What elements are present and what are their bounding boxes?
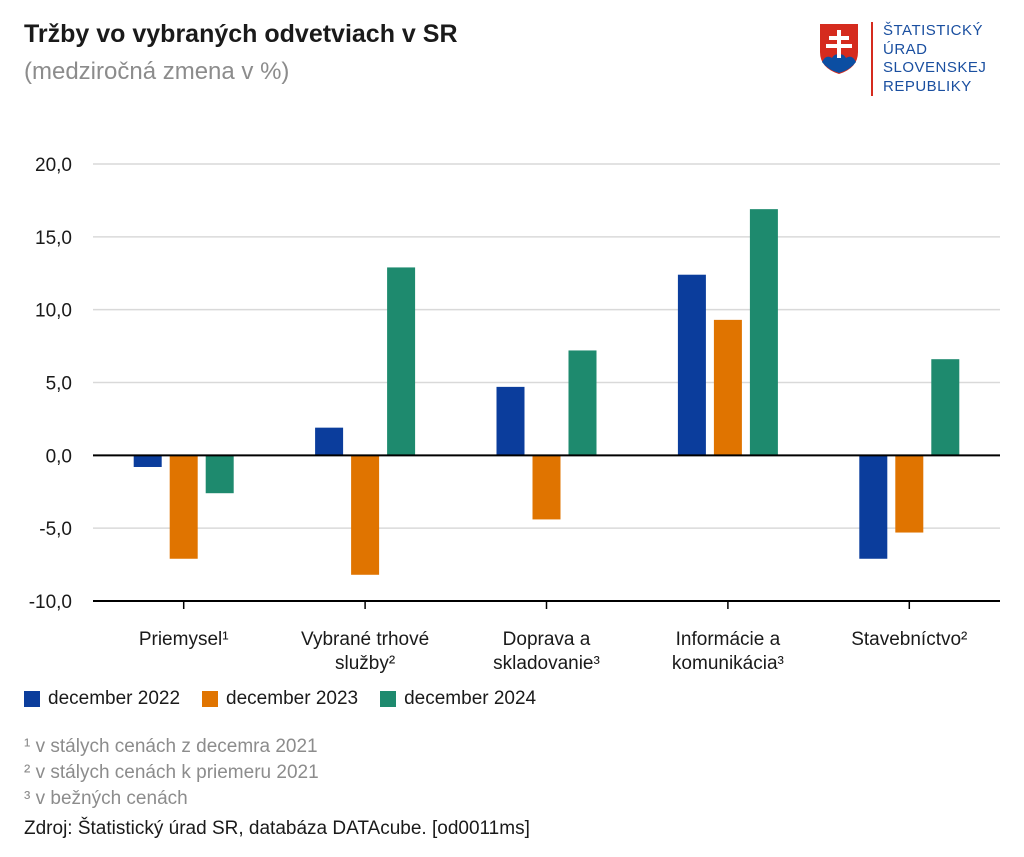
y-tick-label: -5,0 <box>39 519 72 540</box>
legend-item-2024: december 2024 <box>380 688 536 710</box>
logo-line-1: ŠTATISTICKÝ <box>883 22 983 39</box>
legend-swatch-2024 <box>380 691 397 707</box>
legend-item-2023: december 2023 <box>202 688 358 710</box>
y-tick-label: -10,0 <box>29 592 72 613</box>
legend-label-2022: december 2022 <box>48 688 181 709</box>
bar-chart: -10,0 -5,0 0,0 5,0 10,0 15,0 20,0 Priemysel¹ Vyb… <box>29 155 1000 674</box>
bar <box>859 455 888 559</box>
bar <box>895 455 924 533</box>
chart-title: Tržby vo vybraných odvetviach v SR <box>24 20 458 48</box>
bar <box>133 455 162 467</box>
logo-line-4: REPUBLIKY <box>883 77 972 95</box>
x-tick-label: Priemysel¹ <box>139 629 229 650</box>
footnotes: ¹ v stálych cenách z decemra 2021 ² v st… <box>24 734 319 812</box>
legend-label-2024: december 2024 <box>404 688 537 709</box>
y-tick-label: 15,0 <box>35 228 72 249</box>
y-tick-label: 20,0 <box>35 155 72 176</box>
y-tick-label: 5,0 <box>46 374 72 395</box>
logo <box>818 22 1008 102</box>
x-tick-label: Informácie a <box>676 629 781 650</box>
bar <box>315 427 344 456</box>
bar <box>387 267 416 456</box>
x-tick-label: skladovanie³ <box>493 653 600 674</box>
slovak-coat-of-arms-icon <box>820 24 858 74</box>
legend-swatch-2023 <box>202 691 219 707</box>
bar <box>351 455 380 575</box>
bar <box>931 359 960 456</box>
chart-subtitle: (medziročná zmena v %) <box>24 58 290 85</box>
y-tick-label: 0,0 <box>46 446 72 467</box>
x-tick-label: Stavebníctvo² <box>851 629 967 650</box>
x-tick-label: komunikácia³ <box>672 653 784 674</box>
legend-label-2023: december 2023 <box>226 688 359 709</box>
bar <box>749 209 778 456</box>
footnote-2: ² v stálych cenách k priemeru 2021 <box>24 762 319 783</box>
logo-divider <box>871 22 873 96</box>
bar <box>568 350 597 456</box>
bar <box>532 455 561 520</box>
bar <box>677 274 706 456</box>
legend-swatch-2022 <box>24 691 40 707</box>
x-tick-label: služby² <box>335 653 395 674</box>
x-tick-label: Doprava a <box>503 629 591 650</box>
bar <box>205 455 234 494</box>
logo-line-3: SLOVENSKEJ <box>883 59 987 76</box>
source-note: Zdroj: Štatistický úrad SR, databáza DAT… <box>24 818 530 839</box>
bar <box>169 455 198 559</box>
y-tick-label: 10,0 <box>35 301 72 322</box>
bar <box>496 386 525 456</box>
footnote-1: ¹ v stálych cenách z decemra 2021 <box>24 736 318 757</box>
legend: december 2022 december 2023 december 202… <box>24 688 558 710</box>
x-tick-label: Vybrané trhové <box>301 629 429 650</box>
logo-text: ŠTATISTICKÝ ÚRAD SLOVENSKEJ REPUBLIKY <box>883 22 986 96</box>
bar <box>713 319 742 456</box>
legend-item-2022: december 2022 <box>24 688 180 710</box>
logo-line-2: ÚRAD <box>883 40 928 58</box>
footnote-3: ³ v bežných cenách <box>24 788 188 809</box>
